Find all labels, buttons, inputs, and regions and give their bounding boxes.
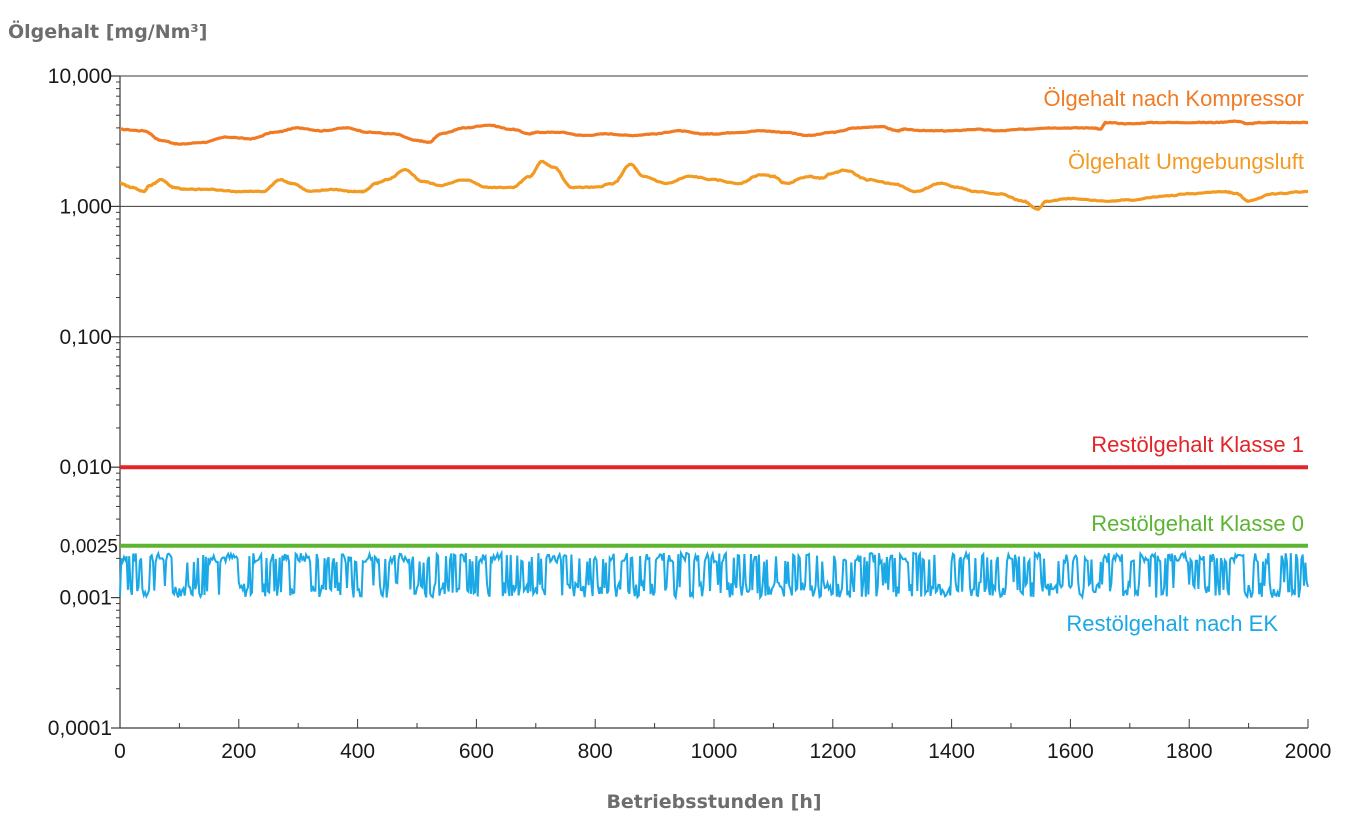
series-label-nach-ek: Restölgehalt nach EK <box>1066 611 1278 636</box>
x-tick-label-4: 800 <box>578 740 613 763</box>
x-tick-label-9: 1800 <box>1166 740 1213 763</box>
y-tick-label-6: 0,0001 <box>48 717 112 740</box>
series-line-1 <box>119 159 1308 211</box>
y-tick-label-0: 10,000 <box>48 65 112 88</box>
series-label-klasse-0: Restölgehalt Klasse 0 <box>1091 511 1304 536</box>
y-tick-label-1: 1,000 <box>59 195 112 218</box>
x-tick-label-1: 200 <box>221 740 256 763</box>
series-label-umgebungsluft: Ölgehalt Umgebungsluft <box>1068 149 1304 174</box>
x-tick-label-6: 1200 <box>809 740 856 763</box>
y-axis-title: Ölgehalt [mg/Nm³] <box>8 19 207 43</box>
series-label-klasse-1: Restölgehalt Klasse 1 <box>1091 432 1304 457</box>
x-tick-label-3: 600 <box>459 740 494 763</box>
x-tick-label-2: 400 <box>340 740 375 763</box>
x-tick-label-10: 2000 <box>1285 740 1332 763</box>
series-lines <box>119 119 1309 601</box>
x-tick-label-8: 1600 <box>1047 740 1094 763</box>
y-tick-label-2: 0,100 <box>59 326 112 349</box>
x-tick-labels: 0 200 400 600 800 1000 1200 1400 1600 1800 2000 <box>114 740 1331 763</box>
y-tick-label-5: 0,001 <box>59 587 112 610</box>
y-tick-label-3: 0,010 <box>59 456 112 479</box>
series-line-0 <box>120 119 1309 146</box>
series-line-4 <box>119 549 1309 601</box>
grid-lines <box>120 75 1308 338</box>
x-axis-title: Betriebsstunden [h] <box>606 791 821 813</box>
y-tick-label-4: 0,0025 <box>60 537 118 558</box>
x-tick-label-0: 0 <box>114 740 126 763</box>
series-label-kompressor: Ölgehalt nach Kompressor <box>1044 86 1304 111</box>
y-tick-labels: 10,000 1,000 0,100 0,010 0,0025 0,001 0,0001 <box>48 65 118 740</box>
x-tick-label-7: 1400 <box>928 740 975 763</box>
axes <box>111 75 1309 729</box>
x-tick-label-5: 1000 <box>691 740 738 763</box>
